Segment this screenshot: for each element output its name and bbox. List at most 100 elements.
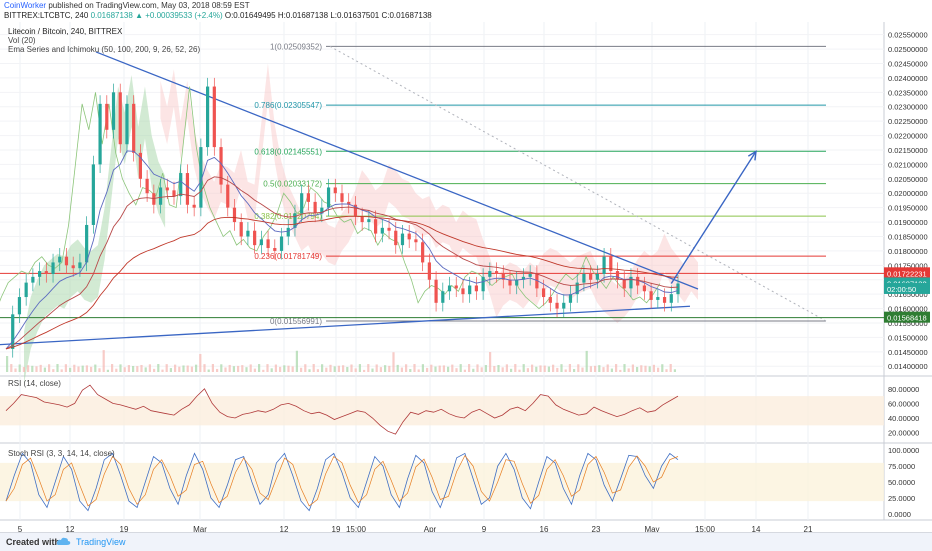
- volume-bar: [585, 350, 588, 372]
- volume-bar: [497, 365, 500, 372]
- candle-body: [508, 279, 512, 286]
- volume-bar: [119, 364, 122, 372]
- candle-body: [360, 216, 364, 223]
- candle-body: [474, 285, 478, 292]
- volume-bar: [27, 365, 30, 372]
- volume-bar: [211, 364, 214, 372]
- volume-bar: [501, 367, 504, 372]
- candle-body: [454, 285, 458, 289]
- candle-body: [172, 190, 176, 197]
- volume-bar: [543, 365, 546, 372]
- candle-body: [219, 147, 223, 185]
- candle-body: [447, 285, 452, 292]
- volume-bar: [190, 366, 193, 372]
- time-axis[interactable]: 5 12 19 Mar 12 19 15:00 Apr 9 16 23 May 15:00 14 21: [18, 525, 813, 532]
- candle-body: [400, 233, 405, 246]
- volume-bar: [413, 364, 416, 372]
- candle-body: [51, 262, 55, 274]
- legend-vol: Vol (20): [8, 36, 36, 45]
- volume-bar: [346, 366, 349, 372]
- rsi-tick-label: 80.00000: [888, 385, 919, 394]
- volume-bar: [615, 364, 618, 372]
- volume-bar: [182, 365, 185, 372]
- candle-body: [380, 227, 384, 234]
- volume-bar: [140, 364, 143, 372]
- volume-bar: [552, 364, 555, 372]
- candle-body: [165, 187, 169, 191]
- candle-body: [38, 271, 42, 277]
- price-axis[interactable]: 0.02550000 0.02500000 0.02450000 0.02400000…: [888, 31, 928, 372]
- candle-body: [528, 273, 532, 277]
- volume-bar: [358, 364, 361, 372]
- volume-bar: [111, 364, 114, 372]
- price-badge-bg: [884, 267, 930, 279]
- volume-bar: [400, 367, 403, 372]
- candle-body: [31, 276, 35, 283]
- volume-bar: [291, 366, 294, 372]
- rsi-pane[interactable]: 80.00000 60.00000 40.00000 20.00000: [0, 384, 919, 438]
- price-tick-label: 0.01950000: [888, 204, 928, 213]
- symbol-name: BITTREX:LTCBTC, 240: [4, 11, 89, 20]
- candle-body: [78, 262, 82, 269]
- volume-bar: [438, 365, 441, 372]
- volume-bar: [354, 368, 357, 372]
- time-tick-label: 14: [752, 525, 761, 532]
- close-value: C:0.01687138: [381, 11, 432, 20]
- volume-bar: [375, 364, 378, 372]
- trendlines[interactable]: [0, 51, 884, 346]
- price-tick-label: 0.01750000: [888, 261, 928, 270]
- candle-body: [232, 207, 237, 223]
- time-tick-label: 12: [66, 525, 75, 532]
- target-arrow[interactable]: [670, 150, 757, 284]
- grid: [0, 22, 884, 520]
- candle-body: [44, 271, 48, 274]
- high-value: H:0.01687138: [277, 11, 329, 20]
- volume-bar: [350, 364, 353, 372]
- price-tick-label: 0.01650000: [888, 290, 928, 299]
- candle-body: [293, 213, 297, 228]
- author-link[interactable]: CoinWorker: [4, 1, 47, 10]
- volume-bar: [64, 364, 67, 372]
- volume-bar: [203, 364, 206, 372]
- volume-bar: [379, 367, 382, 372]
- volume-bar: [535, 366, 538, 372]
- stoch-tick-label: 100.0000: [888, 446, 919, 455]
- stoch-tick-label: 75.0000: [888, 462, 915, 471]
- candle-body: [158, 187, 163, 205]
- candle-body: [636, 276, 640, 286]
- price-series: [0, 77, 680, 358]
- candle-body: [421, 242, 425, 263]
- volume-bar: [18, 364, 21, 372]
- candle-body: [595, 273, 599, 280]
- volume-bar: [526, 368, 529, 372]
- volume-bar: [148, 364, 151, 372]
- stoch-rsi-pane[interactable]: 100.0000 75.0000 50.0000 25.0000 0.0000: [0, 446, 919, 519]
- volume-bar: [573, 369, 576, 372]
- chart-canvas[interactable]: 1(0.02509352) 0.786(0.02305547) 0.618(0.02…: [0, 22, 932, 532]
- candle-body: [105, 103, 109, 130]
- volume-bar: [60, 369, 63, 372]
- candle-body: [138, 152, 142, 179]
- candle-body: [333, 187, 337, 194]
- volume-bar: [531, 364, 534, 372]
- volume-bar: [514, 364, 517, 372]
- candle-body: [461, 288, 465, 295]
- price-tick-label: 0.02350000: [888, 88, 928, 97]
- volume-bar: [472, 368, 475, 372]
- fib-level-label: 0.236(0.01781749): [254, 252, 322, 261]
- volume-bar: [539, 365, 542, 372]
- stoch-tick-label: 0.0000: [888, 510, 911, 519]
- volume-bar: [673, 369, 676, 372]
- volume-bar: [631, 364, 634, 372]
- volume-bar: [283, 365, 286, 372]
- volume-bar: [165, 364, 168, 372]
- volume-bar: [52, 369, 55, 372]
- low-value: L:0.01637501: [330, 11, 380, 20]
- volume-bar: [300, 367, 303, 372]
- time-tick-label: 21: [804, 525, 813, 532]
- tradingview-brand[interactable]: TradingView: [76, 537, 126, 547]
- volume-bar: [186, 365, 189, 372]
- price-badge-label: 0.01722231: [887, 269, 927, 278]
- candle-body: [515, 279, 519, 286]
- open-value: O:0.01649495: [224, 11, 276, 20]
